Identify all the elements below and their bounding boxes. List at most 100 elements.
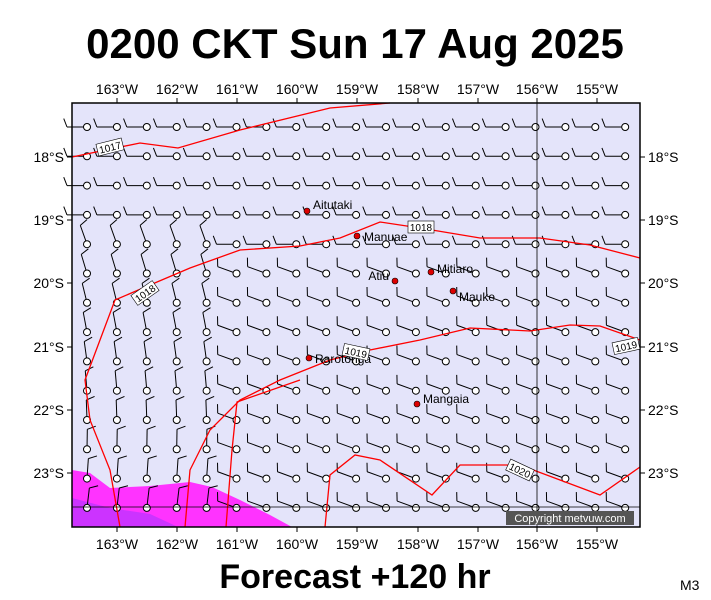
barb-station xyxy=(352,181,361,190)
barb-station xyxy=(621,123,630,131)
barb-station xyxy=(172,152,181,161)
barb-station xyxy=(382,210,390,219)
barb-flag xyxy=(481,206,487,216)
barb-station xyxy=(501,416,510,424)
barb-station xyxy=(531,445,540,454)
barb-station xyxy=(441,298,450,307)
barb-flag xyxy=(272,147,277,157)
barb-flag xyxy=(182,206,188,216)
lon-label-top: 156°W xyxy=(516,81,559,97)
barb-flag xyxy=(63,118,68,128)
barb-station xyxy=(411,474,420,483)
barb-station xyxy=(142,123,151,131)
barb-station xyxy=(561,357,570,366)
barb-station xyxy=(382,503,390,512)
barb-station xyxy=(621,240,630,249)
lon-label-bottom: 155°W xyxy=(576,536,619,552)
barb-station xyxy=(262,298,271,307)
barb-flag xyxy=(481,177,487,186)
barb-flag xyxy=(481,147,487,157)
barb-station xyxy=(232,503,241,512)
barb-flag xyxy=(601,118,606,128)
barb-flag xyxy=(207,455,217,460)
barb-station xyxy=(471,152,480,161)
barb-flag xyxy=(332,147,337,157)
barb-station xyxy=(411,210,420,219)
place-dot xyxy=(413,400,421,408)
lat-label-left: 18°S xyxy=(33,149,64,165)
barb-flag xyxy=(123,177,128,186)
barb-flag xyxy=(141,277,150,284)
barb-station xyxy=(382,416,390,424)
barb-station xyxy=(262,328,271,337)
barb-station xyxy=(621,269,630,278)
barb-station xyxy=(531,123,540,131)
barb-station xyxy=(232,357,241,366)
barb-station xyxy=(621,503,630,512)
barb-station xyxy=(172,386,181,395)
barb-flag xyxy=(601,177,606,186)
barb-flag xyxy=(392,147,397,157)
barb-station xyxy=(501,181,510,190)
barb-flag xyxy=(202,307,211,313)
barb-station xyxy=(441,357,450,366)
barb-station xyxy=(352,123,361,131)
barb-station xyxy=(501,240,510,249)
barb-station xyxy=(322,328,331,337)
barb-flag xyxy=(302,118,307,128)
lat-label-right: 19°S xyxy=(648,212,679,228)
barb-station xyxy=(292,474,301,483)
barb-flag xyxy=(242,177,247,186)
barb-station xyxy=(382,240,390,249)
barb-flag xyxy=(212,118,217,128)
barb-station xyxy=(501,123,510,131)
barb-station xyxy=(471,328,480,337)
barb-station xyxy=(112,152,121,161)
barb-station xyxy=(232,298,241,307)
barb-flag xyxy=(601,147,606,157)
isobar xyxy=(225,379,301,528)
barb-station xyxy=(561,503,570,512)
lon-label-bottom: 157°W xyxy=(457,536,500,552)
barb-station xyxy=(382,445,390,454)
barb-station xyxy=(202,240,211,249)
barb-station xyxy=(292,503,301,512)
barb-station xyxy=(531,181,540,190)
lat-label-left: 20°S xyxy=(33,275,64,291)
barb-flag xyxy=(392,206,397,216)
barb-flag xyxy=(152,118,158,128)
barb-station xyxy=(501,474,510,483)
barb-station xyxy=(352,328,361,337)
barb-station xyxy=(382,181,390,190)
barb-station xyxy=(83,445,91,454)
barb-station xyxy=(172,445,181,454)
barb-flag xyxy=(242,235,247,245)
lon-label-top: 157°W xyxy=(457,81,500,97)
barb-flag xyxy=(362,118,367,128)
barb-station xyxy=(142,416,151,424)
barb-station xyxy=(232,240,241,249)
barb-station xyxy=(382,298,390,307)
barb-flag xyxy=(422,235,427,245)
barb-flag xyxy=(571,206,576,216)
barb-station xyxy=(232,152,241,161)
barb-station xyxy=(202,386,211,395)
barb-station xyxy=(591,416,600,424)
barb-station xyxy=(441,210,450,219)
barb-flag xyxy=(170,248,179,255)
barb-station xyxy=(322,152,331,161)
barb-station xyxy=(232,181,241,190)
barb-flag xyxy=(212,147,217,157)
barb-flag xyxy=(332,235,337,245)
copyright: Copyright metvuw.com xyxy=(514,513,625,525)
barb-flag xyxy=(111,277,120,284)
barb-station xyxy=(352,298,361,307)
barb-station xyxy=(322,210,331,219)
barb-flag xyxy=(272,177,277,186)
barb-station xyxy=(262,152,271,161)
barb-station xyxy=(322,123,331,131)
lon-label-bottom: 158°W xyxy=(397,536,440,552)
barb-station xyxy=(83,269,91,278)
barb-flag xyxy=(601,235,606,245)
place-dot xyxy=(305,354,313,362)
